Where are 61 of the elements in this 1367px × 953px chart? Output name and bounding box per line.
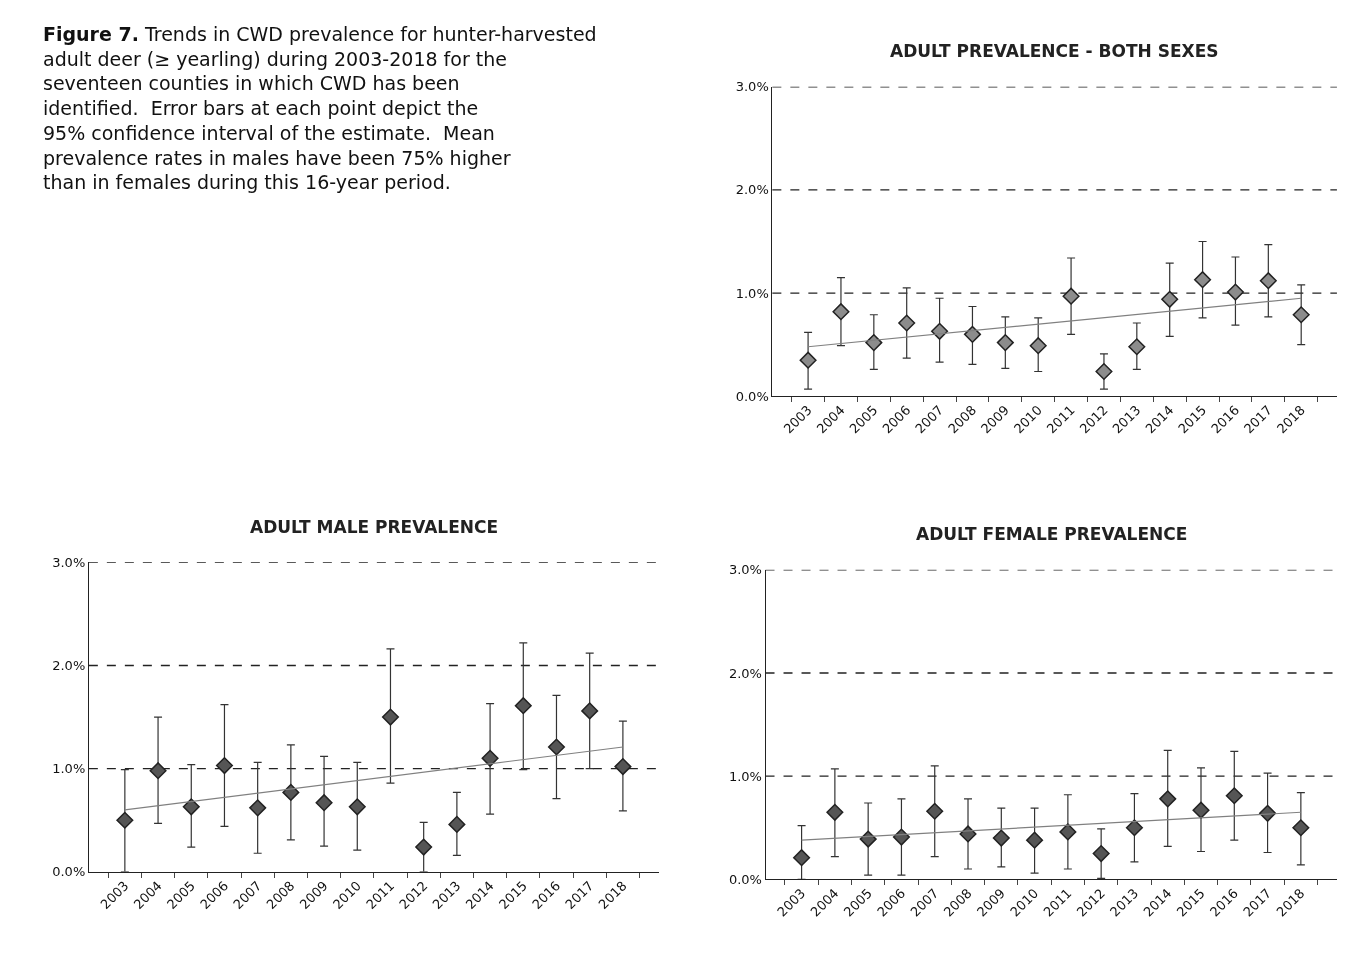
point: [1259, 272, 1277, 290]
point: [614, 758, 632, 776]
y-tick-label: 0.0%: [728, 871, 762, 887]
point: [1095, 362, 1113, 381]
point: [865, 334, 883, 352]
point: [1292, 306, 1310, 324]
point: [315, 794, 333, 812]
y-tick-label: 3.0%: [735, 79, 769, 95]
point: [996, 334, 1014, 352]
point: [249, 799, 267, 817]
point: [547, 738, 566, 756]
point: [1226, 283, 1244, 301]
point: [1225, 787, 1243, 805]
point: [1192, 801, 1210, 819]
point: [1092, 845, 1110, 863]
point: [1128, 338, 1146, 356]
point: [926, 802, 944, 820]
point: [182, 798, 200, 816]
point: [898, 314, 916, 332]
y-tick-label: 1.0%: [728, 768, 762, 784]
chart-title: ADULT MALE PREVALENCE: [250, 517, 499, 537]
text: Figure 7.: [43, 23, 139, 45]
y-tick-label: 1.0%: [52, 761, 86, 777]
point: [381, 708, 400, 726]
point: [859, 830, 877, 848]
point: [1292, 819, 1310, 837]
y-tick-label: 2.0%: [735, 182, 769, 198]
y-tick-label: 2.0%: [52, 658, 86, 674]
point: [1059, 823, 1077, 841]
point: [799, 351, 817, 369]
point: [992, 829, 1010, 847]
point: [1194, 271, 1212, 289]
point: [448, 815, 466, 833]
point: [1161, 290, 1179, 308]
point: [116, 811, 134, 829]
point: [514, 697, 532, 715]
point: [1159, 790, 1177, 808]
y-tick-label: 1.0%: [735, 285, 769, 301]
point: [1029, 337, 1047, 355]
point: [832, 303, 850, 321]
chart-title: ADULT FEMALE PREVALENCE: [916, 524, 1188, 544]
point: [793, 849, 811, 867]
y-tick-label: 0.0%: [735, 388, 769, 404]
point: [1026, 831, 1044, 849]
y-tick-label: 0.0%: [52, 864, 86, 880]
point: [963, 325, 981, 343]
point: [892, 828, 910, 846]
y-tick-label: 3.0%: [52, 554, 86, 570]
point: [415, 838, 433, 856]
point: [481, 749, 499, 767]
point: [1062, 287, 1080, 305]
point: [931, 322, 949, 340]
point: [149, 762, 167, 780]
point: [826, 803, 844, 821]
point: [1125, 819, 1143, 837]
y-tick-label: 2.0%: [728, 665, 762, 681]
point: [581, 702, 599, 720]
chart-title: ADULT PREVALENCE - BOTH SEXES: [890, 41, 1219, 61]
point: [348, 798, 366, 816]
point: [215, 757, 234, 775]
y-tick-label: 3.0%: [728, 562, 762, 578]
